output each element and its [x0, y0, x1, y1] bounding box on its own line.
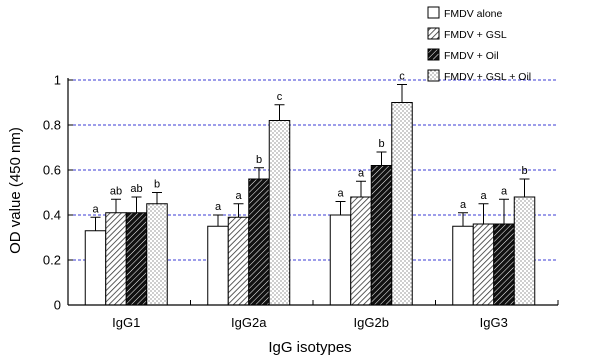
legend: FMDV alone FMDV + GSL FMDV + Oil FMDV + GSL…: [427, 6, 531, 83]
significance-label: a: [215, 201, 222, 213]
significance-label: a: [460, 199, 467, 211]
significance-label: a: [480, 190, 487, 202]
significance-label: c: [277, 91, 283, 103]
bar: [493, 223, 515, 306]
bar: [350, 196, 372, 306]
bar: [329, 214, 352, 306]
legend-swatch: [427, 27, 440, 40]
bar: [268, 120, 291, 306]
legend-label: FMDV + Oil: [444, 50, 499, 62]
legend-label: FMDV + GSL: [444, 29, 507, 41]
significance-label: a: [358, 167, 365, 179]
x-axis-title: IgG isotypes: [268, 339, 351, 356]
bar: [391, 102, 413, 306]
x-tick-label: IgG1: [112, 315, 140, 330]
bar: [472, 223, 495, 306]
legend-label: FMDV alone: [444, 8, 503, 20]
x-tick-label: IgG3: [480, 315, 508, 330]
bar: [370, 165, 393, 306]
y-tick-label: 1: [54, 73, 61, 88]
bar: [125, 212, 148, 306]
x-tick-label: IgG2b: [354, 315, 389, 330]
bar: [146, 203, 168, 306]
y-tick-label: 0.2: [43, 253, 61, 268]
y-tick-label: 0.6: [43, 163, 61, 178]
significance-label: a: [337, 188, 344, 200]
y-tick-label: 0.4: [43, 208, 61, 223]
y-tick-label: 0: [54, 298, 61, 313]
legend-swatch: [427, 6, 440, 19]
significance-label: b: [154, 179, 160, 191]
x-tick-label: IgG2a: [231, 315, 267, 330]
significance-label: b: [256, 154, 262, 166]
y-tick-label: 0.8: [43, 118, 61, 133]
significance-label: b: [378, 138, 384, 150]
significance-label: c: [399, 71, 405, 83]
bar: [513, 196, 536, 306]
bar: [84, 230, 107, 306]
significance-label: ab: [130, 183, 142, 195]
legend-swatch: [427, 69, 440, 82]
significance-label: a: [92, 203, 99, 215]
bar: [452, 225, 474, 306]
axes: 0 0.2 0.4 0.6 0.8 1 IgG1 IgG2a IgG2b IgG3: [43, 73, 559, 330]
bar: [227, 216, 250, 306]
bar: [248, 178, 270, 306]
significance-label: ab: [110, 185, 122, 197]
significance-label: b: [521, 165, 527, 177]
y-axis-title: OD value (450 nm): [7, 127, 24, 254]
legend-swatch: [427, 48, 440, 61]
legend-label: FMDV + GSL + Oil: [444, 71, 531, 83]
significance-label: a: [235, 190, 242, 202]
bar: [105, 212, 127, 306]
significance-label: a: [501, 185, 508, 197]
bar: [207, 225, 229, 306]
